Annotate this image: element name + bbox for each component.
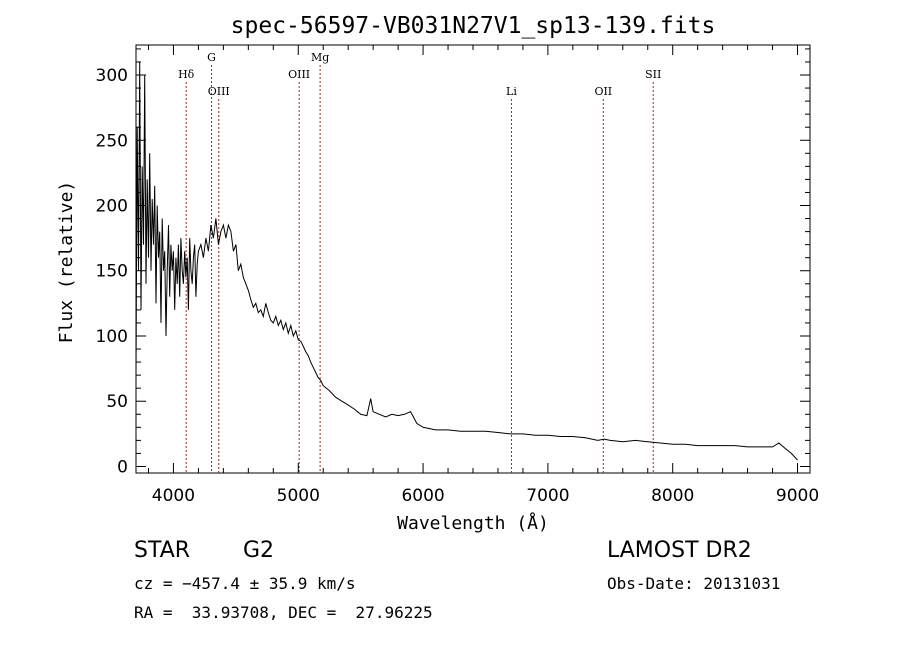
spectral-line-label: Li	[506, 85, 517, 98]
y-tick-label: 200	[96, 197, 128, 217]
redshift-velocity: cz = −457.4 ± 35.9 km/s	[134, 574, 356, 593]
survey-name: LAMOST DR2	[607, 538, 752, 563]
y-axis-label: Flux (relative)	[56, 181, 77, 344]
x-tick-label: 9000	[776, 486, 819, 506]
x-axis: 4000 5000 6000 7000 8000 9000	[147, 45, 819, 506]
flux-series-line	[135, 61, 798, 461]
spectral-line-label: Mg	[311, 51, 329, 64]
y-tick-label: 300	[96, 66, 128, 86]
x-tick-label: 7000	[526, 486, 569, 506]
x-tick-label: 5000	[277, 486, 320, 506]
spectral-line-label: SII	[645, 68, 661, 81]
ra-dec-coordinates: RA = 33.93708, DEC = 27.96225	[134, 603, 433, 622]
y-axis: 0 50 100 150 200 250 300	[96, 48, 810, 477]
object-type: STAR	[134, 538, 191, 563]
x-tick-label: 8000	[651, 486, 694, 506]
y-tick-label: 50	[106, 392, 128, 412]
y-tick-label: 100	[96, 327, 128, 347]
x-axis-label: Wavelength (Å)	[397, 512, 549, 534]
y-tick-label: 150	[96, 262, 128, 282]
spectral-line-label: OIII	[288, 68, 310, 81]
y-tick-label: 250	[96, 131, 128, 151]
spectral-line-label: G	[207, 51, 216, 64]
spectral-line-label: OII	[594, 85, 612, 98]
spectral-line-label: Hδ	[178, 68, 195, 81]
spectral-line-label: OIII	[208, 85, 230, 98]
object-subclass: G2	[243, 538, 275, 563]
x-tick-label: 6000	[401, 486, 444, 506]
chart-title: spec-56597-VB031N27V1_sp13-139.fits	[231, 13, 716, 39]
y-tick-label: 0	[117, 457, 128, 477]
observation-date: Obs-Date: 20131031	[607, 574, 781, 593]
x-tick-label: 4000	[152, 486, 195, 506]
